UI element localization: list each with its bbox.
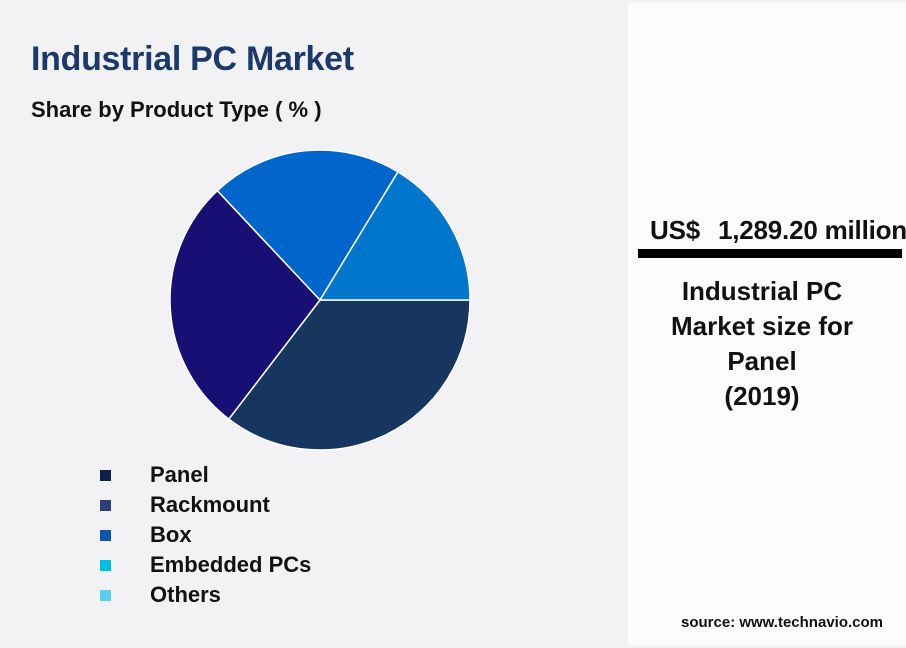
legend-swatch-icon	[100, 470, 111, 481]
pie-slice-box	[216, 149, 400, 302]
market-description: Industrial PC Market size for Panel (201…	[640, 274, 884, 414]
legend-label: Box	[150, 522, 192, 547]
highlight-panel	[628, 3, 906, 645]
legend-swatch-icon	[100, 590, 111, 601]
chart-title: Industrial PC Market	[31, 40, 354, 78]
description-line: Panel	[727, 346, 797, 376]
description-line: (2019)	[724, 381, 800, 411]
legend-swatch-icon	[100, 560, 111, 571]
description-line: Market size for	[670, 311, 854, 341]
legend-label: Panel	[150, 462, 209, 487]
chart-subtitle: Share by Product Type ( % )	[31, 97, 322, 122]
legend-label: Embedded PCs	[150, 552, 312, 577]
divider-bar	[638, 249, 902, 258]
amount-label: 1,289.20 million	[717, 215, 906, 245]
pie-slice-embedded-pcs	[318, 170, 471, 301]
legend-swatch-icon	[100, 500, 111, 511]
currency-label: US$	[650, 215, 700, 245]
source-credit: source: www.technavio.com	[681, 614, 883, 631]
pie-chart	[169, 149, 471, 451]
market-value: US$ 1,289.20 million	[650, 215, 906, 246]
description-line: Industrial PC	[681, 276, 843, 306]
legend-swatch-icon	[100, 530, 111, 541]
pie-slice-rackmount	[169, 189, 321, 421]
pie-slice-panel	[227, 299, 471, 451]
legend-label: Rackmount	[150, 492, 270, 517]
legend-label: Others	[150, 582, 221, 607]
